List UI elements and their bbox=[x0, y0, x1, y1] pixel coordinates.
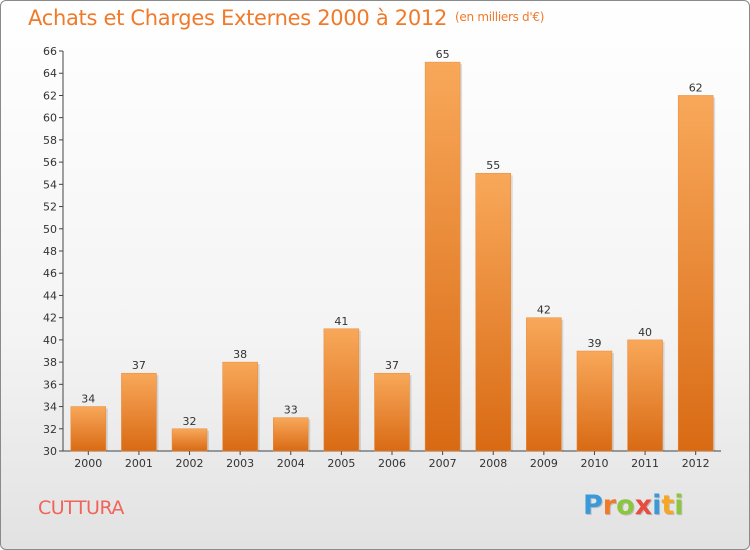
data-label-2003: 38 bbox=[233, 348, 247, 361]
y-tick-label: 32 bbox=[43, 423, 57, 436]
y-tick-label: 60 bbox=[43, 112, 57, 125]
data-label-2001: 37 bbox=[132, 359, 146, 372]
bar-2001 bbox=[121, 372, 157, 452]
data-label-2010: 39 bbox=[587, 337, 601, 350]
y-tick-label: 62 bbox=[43, 89, 57, 102]
x-tick-label: 2002 bbox=[176, 457, 204, 470]
y-tick-label: 58 bbox=[43, 134, 57, 147]
y-tick-label: 46 bbox=[43, 267, 57, 280]
chart-title-text: Achats et Charges Externes 2000 à 2012 bbox=[28, 6, 448, 30]
commune-name: CUTTURA bbox=[38, 497, 124, 519]
y-tick-label: 40 bbox=[43, 334, 57, 347]
y-tick-label: 44 bbox=[43, 289, 57, 302]
bar-2005 bbox=[323, 328, 360, 452]
logo-letter: o bbox=[616, 490, 635, 521]
y-tick-label: 36 bbox=[43, 378, 57, 391]
data-label-2012: 62 bbox=[689, 81, 703, 94]
x-tick-label: 2011 bbox=[631, 457, 659, 470]
x-tick-label: 2010 bbox=[580, 457, 608, 470]
chart-bars bbox=[70, 61, 716, 452]
x-tick-label: 2007 bbox=[429, 457, 457, 470]
chart-labels: 34 37 32 38 33 41 37 65 55 42 39 40 62 bbox=[81, 48, 702, 428]
bar-2000 bbox=[70, 406, 107, 452]
proxiti-logo[interactable]: Proxiti bbox=[583, 490, 684, 521]
bar-2007 bbox=[424, 61, 461, 452]
x-tick-label: 2003 bbox=[226, 457, 254, 470]
y-tick-label: 38 bbox=[43, 356, 57, 369]
bar-2010 bbox=[576, 350, 613, 452]
chart-title: Achats et Charges Externes 2000 à 2012 (e… bbox=[28, 6, 544, 30]
chart-unit: (en milliers d'€) bbox=[455, 10, 545, 24]
bar-2009 bbox=[526, 317, 562, 452]
y-tick-label: 52 bbox=[43, 201, 57, 214]
y-tick-label: 34 bbox=[43, 401, 57, 414]
data-label-2005: 41 bbox=[334, 315, 348, 328]
bar-2008 bbox=[475, 172, 511, 452]
x-tick-label: 2001 bbox=[125, 457, 153, 470]
y-tick-label: 30 bbox=[43, 445, 57, 458]
data-label-2006: 37 bbox=[385, 359, 399, 372]
x-tick-label: 2000 bbox=[74, 457, 102, 470]
bar-2006 bbox=[374, 372, 410, 452]
logo-letter: i bbox=[652, 490, 662, 521]
logo-letter: P bbox=[583, 490, 603, 521]
logo-letter: t bbox=[661, 490, 675, 521]
data-label-2008: 55 bbox=[486, 159, 500, 172]
bar-2004 bbox=[273, 417, 309, 452]
logo-letter: i bbox=[674, 490, 684, 521]
data-label-2000: 34 bbox=[81, 393, 95, 406]
bar-2003 bbox=[222, 361, 258, 452]
data-label-2009: 42 bbox=[537, 304, 551, 317]
data-label-2007: 65 bbox=[436, 48, 450, 61]
y-tick-label: 50 bbox=[43, 223, 57, 236]
y-tick-label: 48 bbox=[43, 245, 57, 258]
y-tick-label: 56 bbox=[43, 156, 57, 169]
y-tick-label: 42 bbox=[43, 312, 57, 325]
y-tick-label: 54 bbox=[43, 178, 57, 191]
bar-2011 bbox=[627, 339, 663, 452]
x-tick-label: 2004 bbox=[277, 457, 305, 470]
logo-letter: x bbox=[634, 490, 653, 521]
logo-letter: r bbox=[602, 490, 617, 521]
chart-axes: 30 32 34 36 38 40 42 44 46 48 50 52 54 56 58 60 62 64 66 20… bbox=[43, 45, 721, 470]
data-label-2011: 40 bbox=[638, 326, 652, 339]
x-tick-label: 2006 bbox=[378, 457, 406, 470]
x-tick-label: 2008 bbox=[479, 457, 507, 470]
data-label-2004: 33 bbox=[284, 404, 298, 417]
y-tick-label: 64 bbox=[43, 67, 57, 80]
bar-2002 bbox=[171, 428, 208, 452]
y-tick-label: 66 bbox=[43, 45, 57, 58]
x-tick-label: 2012 bbox=[682, 457, 710, 470]
data-label-2002: 32 bbox=[183, 415, 197, 428]
x-tick-label: 2009 bbox=[530, 457, 558, 470]
bar-2012 bbox=[677, 95, 714, 452]
x-tick-label: 2005 bbox=[327, 457, 355, 470]
